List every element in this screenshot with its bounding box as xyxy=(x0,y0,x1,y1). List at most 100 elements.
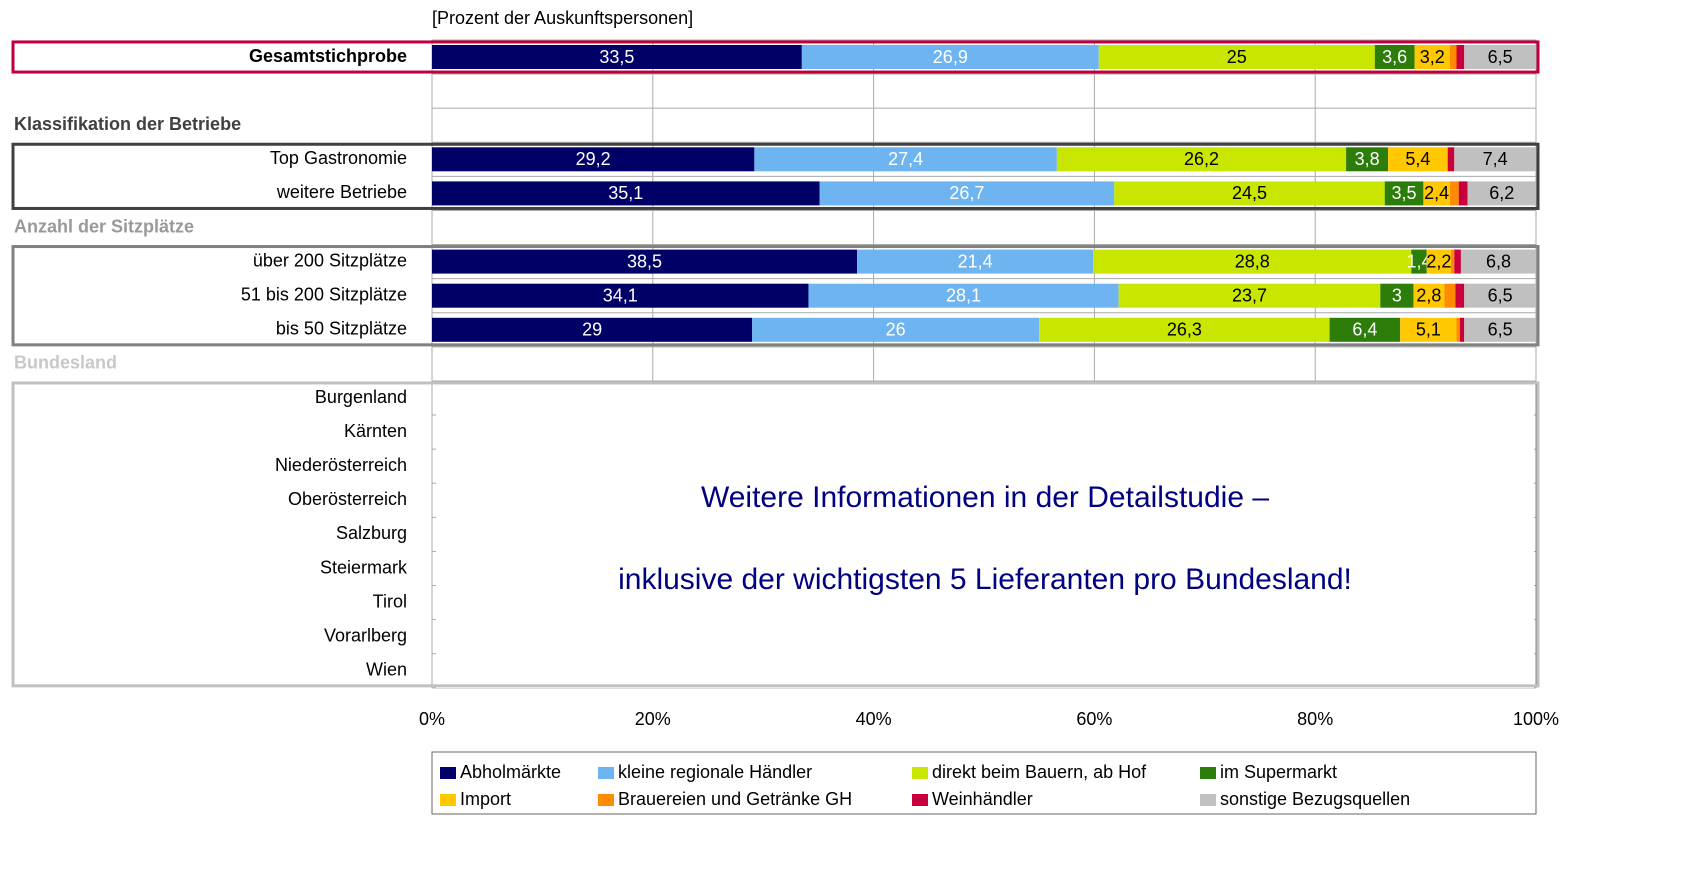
bar-segment xyxy=(819,181,1115,206)
bar-segment xyxy=(1458,181,1468,206)
legend-label: Import xyxy=(460,789,511,809)
data-label: 34,1 xyxy=(603,285,638,305)
bar-segment xyxy=(754,147,1057,172)
legend-label: sonstige Bezugsquellen xyxy=(1220,789,1410,809)
y-tick-label: Top Gastronomie xyxy=(270,148,407,168)
bar-segment xyxy=(1400,317,1457,342)
bar-segment xyxy=(1449,181,1459,206)
legend-label: im Supermarkt xyxy=(1220,762,1337,782)
bar-segment xyxy=(1114,181,1385,206)
data-label: 33,5 xyxy=(599,47,634,67)
y-tick-label: Wien xyxy=(366,660,407,680)
data-label: 38,5 xyxy=(627,251,662,271)
y-tick-label: Niederösterreich xyxy=(275,455,407,475)
bar-segment xyxy=(1414,45,1450,69)
data-label: 26,7 xyxy=(949,183,984,203)
bar-segment xyxy=(1444,283,1456,308)
data-label: 29,2 xyxy=(576,149,611,169)
data-label: 27,4 xyxy=(888,149,923,169)
legend-swatch xyxy=(440,767,456,779)
data-label: 7,4 xyxy=(1483,149,1508,169)
bar-segment xyxy=(1454,147,1536,172)
bar-segment xyxy=(1464,317,1536,342)
bar-segment xyxy=(1450,249,1455,274)
bar-segment xyxy=(1464,45,1536,69)
data-label: 3,8 xyxy=(1355,149,1380,169)
x-tick-label: 60% xyxy=(1076,709,1112,729)
legend-swatch xyxy=(598,767,614,779)
data-label: 3,5 xyxy=(1392,183,1417,203)
x-tick-label: 40% xyxy=(856,709,892,729)
x-tick-label: 80% xyxy=(1297,709,1333,729)
y-tick-label: Tirol xyxy=(373,591,407,611)
data-label: 1,4 xyxy=(1406,251,1431,271)
bar-segment xyxy=(1411,249,1427,274)
legend-label: Abholmärkte xyxy=(460,762,561,782)
bar-segment xyxy=(1388,147,1448,172)
bar-segment xyxy=(1098,45,1375,69)
x-tick-label: 0% xyxy=(419,709,445,729)
bar-segment xyxy=(1346,147,1389,172)
bar-segment xyxy=(432,249,858,274)
data-label: 26,9 xyxy=(933,47,968,67)
bar-segment xyxy=(1456,45,1465,69)
group-frame xyxy=(11,381,1540,688)
bar-segment xyxy=(1447,147,1455,172)
data-label: 25 xyxy=(1227,47,1247,67)
data-label: 35,1 xyxy=(608,183,643,203)
data-label: 26 xyxy=(886,320,906,340)
legend-swatch xyxy=(440,794,456,806)
legend-swatch xyxy=(1200,767,1216,779)
y-tick-label: Steiermark xyxy=(320,557,408,577)
bar-segment xyxy=(1384,181,1424,206)
bar-segment xyxy=(1093,249,1412,274)
bar-segment xyxy=(1454,249,1461,274)
data-label: 6,5 xyxy=(1488,285,1513,305)
bar-segment xyxy=(432,317,753,342)
data-label: 2,8 xyxy=(1416,285,1441,305)
y-tick-label: Kärnten xyxy=(344,421,407,441)
legend-label: kleine regionale Händler xyxy=(618,762,812,782)
bar-segment xyxy=(1456,317,1460,342)
data-label: 26,3 xyxy=(1167,320,1202,340)
x-tick-label: 100% xyxy=(1513,709,1559,729)
bar-segment xyxy=(752,317,1040,342)
data-label: 6,5 xyxy=(1488,47,1513,67)
y-tick-label: bis 50 Sitzplätze xyxy=(276,319,407,339)
legend-swatch xyxy=(598,794,614,806)
section-title: Anzahl der Sitzplätze xyxy=(14,216,194,236)
group-frame xyxy=(11,40,1540,74)
bar-segment xyxy=(1380,283,1414,308)
data-label: 3,6 xyxy=(1382,47,1407,67)
bar-segment xyxy=(1449,45,1457,69)
group-frame xyxy=(11,245,1540,347)
y-tick-label: Salzburg xyxy=(336,523,407,543)
bar-segment xyxy=(432,45,802,69)
section-title: Klassifikation der Betriebe xyxy=(14,114,241,134)
legend-swatch xyxy=(1200,794,1216,806)
bar-segment xyxy=(1423,181,1450,206)
data-label: 6,5 xyxy=(1488,320,1513,340)
bar-segment xyxy=(801,45,1099,69)
legend-label: direkt beim Bauern, ab Hof xyxy=(932,762,1147,782)
data-label: 5,1 xyxy=(1416,320,1441,340)
data-label: 6,4 xyxy=(1352,320,1377,340)
chart-subtitle: [Prozent der Auskunftspersonen] xyxy=(432,8,693,28)
bar-segment xyxy=(808,283,1119,308)
annotation: Weitere Informationen in der Detailstudi… xyxy=(701,481,1269,514)
data-label: 5,4 xyxy=(1405,149,1430,169)
data-label: 6,8 xyxy=(1486,251,1511,271)
bar-segment xyxy=(1467,181,1536,206)
bar-segment xyxy=(1374,45,1415,69)
data-label: 28,8 xyxy=(1235,251,1270,271)
data-label: 2,2 xyxy=(1426,251,1451,271)
bar-segment xyxy=(432,181,820,206)
bar-segment xyxy=(1056,147,1347,172)
y-tick-label: 51 bis 200 Sitzplätze xyxy=(241,284,407,304)
bar-segment xyxy=(1464,283,1536,308)
legend-label: Weinhändler xyxy=(932,789,1033,809)
data-label: 29 xyxy=(582,320,602,340)
bar-segment xyxy=(1459,317,1465,342)
data-label: 24,5 xyxy=(1232,183,1267,203)
